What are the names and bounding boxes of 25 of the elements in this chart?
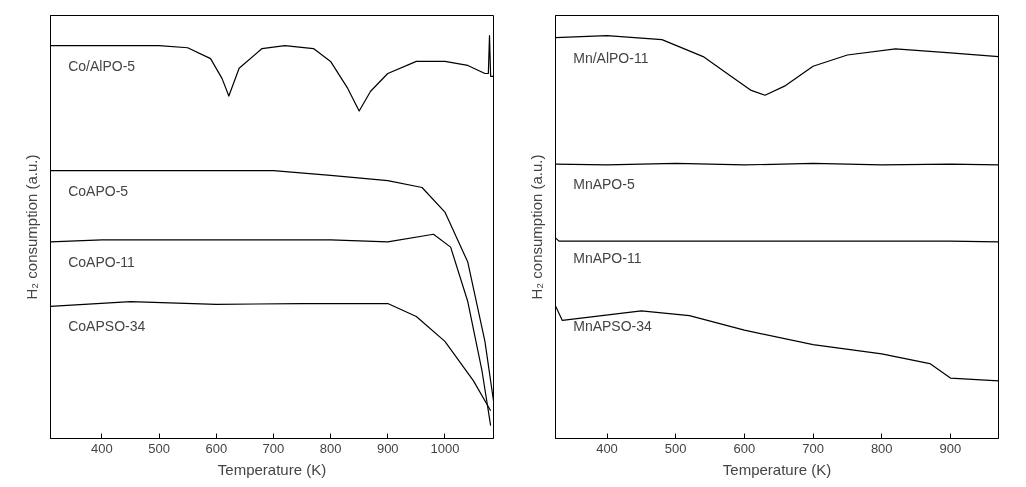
x-axis-title: Temperature (K) (722, 460, 832, 478)
x-tick-label: 700 (262, 440, 285, 456)
series-label: MnAPSO-34 (573, 318, 653, 335)
x-tick-label: 400 (91, 440, 113, 456)
x-tick-label: 800 (319, 440, 342, 456)
x-axis-title: Temperature (K) (217, 460, 327, 478)
x-tick-label: 500 (664, 440, 687, 456)
series-label: CoAPO-5 (68, 182, 129, 199)
series-label: Co/AlPO-5 (68, 57, 136, 74)
series-label: CoAPO-11 (68, 253, 136, 270)
x-tick-label: 900 (939, 440, 962, 456)
series-label: CoAPSO-34 (68, 318, 146, 335)
series-label: Mn/AlPO-11 (573, 49, 649, 66)
x-tick-label: 400 (596, 440, 618, 456)
x-tick-label: 800 (870, 440, 893, 456)
series-label: MnAPO-11 (573, 249, 642, 266)
x-tick-label: 700 (802, 440, 824, 456)
y-axis-title: H₂ consumption (a.u.) (527, 154, 545, 300)
y-axis-title: H₂ consumption (a.u.) (22, 154, 40, 300)
x-tick-label: 1000 (430, 440, 460, 456)
x-tick-label: 900 (376, 440, 399, 456)
x-tick-label: 500 (148, 440, 170, 456)
series-label: MnAPO-5 (573, 176, 635, 193)
x-tick-label: 600 (205, 440, 228, 456)
x-tick-label: 600 (733, 440, 756, 456)
